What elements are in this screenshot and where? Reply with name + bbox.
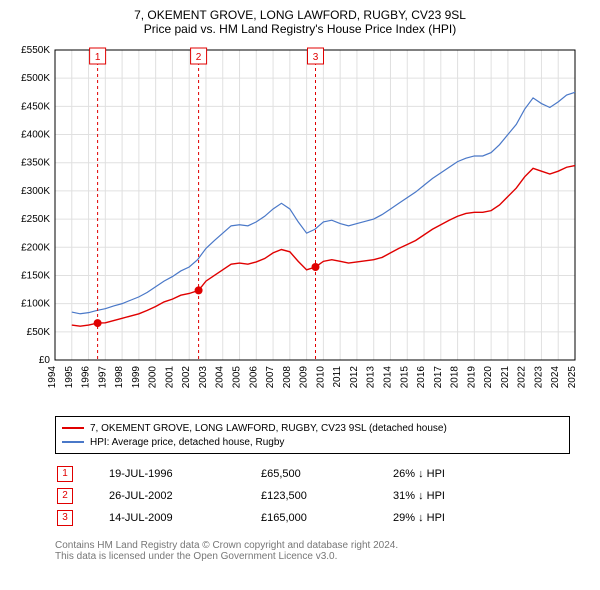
event-delta: 29% ↓ HPI [393, 508, 445, 528]
event-price: £165,000 [261, 508, 391, 528]
svg-text:2024: 2024 [550, 366, 561, 389]
svg-text:2009: 2009 [299, 366, 310, 389]
svg-text:2008: 2008 [282, 366, 293, 389]
svg-text:£200K: £200K [21, 242, 50, 253]
svg-text:£500K: £500K [21, 73, 50, 84]
event-badge: 2 [57, 488, 73, 504]
legend-row: 7, OKEMENT GROVE, LONG LAWFORD, RUGBY, C… [62, 421, 563, 435]
svg-text:£50K: £50K [27, 327, 51, 338]
svg-text:2020: 2020 [483, 366, 494, 389]
legend-label: HPI: Average price, detached house, Rugb… [90, 437, 284, 448]
title-line-2: Price paid vs. HM Land Registry's House … [0, 22, 600, 40]
event-date: 14-JUL-2009 [109, 508, 259, 528]
svg-text:1996: 1996 [81, 366, 92, 389]
chart: £0 £50K £100K £150K £200K £250K £300K £350K £400… [0, 40, 600, 410]
svg-text:2023: 2023 [533, 366, 544, 389]
event-price: £65,500 [261, 464, 391, 484]
svg-text:2012: 2012 [349, 366, 360, 389]
svg-text:2019: 2019 [466, 366, 477, 389]
svg-text:2007: 2007 [265, 366, 276, 389]
svg-text:1997: 1997 [97, 366, 108, 389]
event-badge: 1 [57, 466, 73, 482]
svg-text:1995: 1995 [64, 366, 75, 389]
footer-line-1: Contains HM Land Registry data © Crown c… [55, 540, 570, 551]
event-row: 1 19-JUL-1996£65,50026% ↓ HPI [57, 464, 445, 484]
svg-text:£0: £0 [39, 355, 51, 366]
svg-text:£150K: £150K [21, 270, 50, 281]
legend: 7, OKEMENT GROVE, LONG LAWFORD, RUGBY, C… [55, 416, 570, 454]
event-price: £123,500 [261, 486, 391, 506]
legend-row: HPI: Average price, detached house, Rugb… [62, 435, 563, 449]
svg-text:2016: 2016 [416, 366, 427, 389]
svg-text:1994: 1994 [47, 366, 58, 389]
event-delta: 26% ↓ HPI [393, 464, 445, 484]
legend-swatch [62, 441, 84, 443]
svg-text:2022: 2022 [517, 366, 528, 389]
svg-text:2002: 2002 [181, 366, 192, 389]
event-row: 2 26-JUL-2002£123,50031% ↓ HPI [57, 486, 445, 506]
svg-text:2010: 2010 [315, 366, 326, 389]
svg-text:2013: 2013 [366, 366, 377, 389]
svg-text:£550K: £550K [21, 45, 50, 56]
chart-svg: £0 £50K £100K £150K £200K £250K £300K £350K £400… [0, 40, 600, 410]
svg-text:2: 2 [196, 52, 202, 63]
footer-line-2: This data is licensed under the Open Gov… [55, 551, 570, 562]
legend-label: 7, OKEMENT GROVE, LONG LAWFORD, RUGBY, C… [90, 423, 447, 434]
svg-text:£300K: £300K [21, 186, 50, 197]
svg-text:2018: 2018 [450, 366, 461, 389]
legend-swatch [62, 427, 84, 429]
svg-text:£100K: £100K [21, 299, 50, 310]
svg-text:2014: 2014 [382, 366, 393, 389]
svg-text:2015: 2015 [399, 366, 410, 389]
titles: 7, OKEMENT GROVE, LONG LAWFORD, RUGBY, C… [0, 0, 600, 40]
event-delta: 31% ↓ HPI [393, 486, 445, 506]
svg-text:2004: 2004 [215, 366, 226, 389]
svg-text:1999: 1999 [131, 366, 142, 389]
event-table: 1 19-JUL-1996£65,50026% ↓ HPI 2 26-JUL-2002… [55, 462, 447, 530]
svg-text:2017: 2017 [433, 366, 444, 389]
svg-text:2005: 2005 [232, 366, 243, 389]
svg-text:£250K: £250K [21, 214, 50, 225]
svg-text:1: 1 [95, 52, 101, 63]
svg-text:2021: 2021 [500, 366, 511, 389]
svg-text:2025: 2025 [567, 366, 578, 389]
event-row: 3 14-JUL-2009£165,00029% ↓ HPI [57, 508, 445, 528]
svg-text:3: 3 [313, 52, 319, 63]
event-badge: 3 [57, 510, 73, 526]
svg-text:£350K: £350K [21, 158, 50, 169]
title-line-1: 7, OKEMENT GROVE, LONG LAWFORD, RUGBY, C… [0, 8, 600, 22]
svg-text:2003: 2003 [198, 366, 209, 389]
svg-text:2006: 2006 [248, 366, 259, 389]
event-date: 19-JUL-1996 [109, 464, 259, 484]
svg-text:2000: 2000 [148, 366, 159, 389]
svg-text:1998: 1998 [114, 366, 125, 389]
svg-text:£450K: £450K [21, 101, 50, 112]
event-date: 26-JUL-2002 [109, 486, 259, 506]
svg-text:2011: 2011 [332, 366, 343, 388]
footer: Contains HM Land Registry data © Crown c… [55, 540, 570, 562]
svg-text:2001: 2001 [164, 366, 175, 389]
figure-container: 7, OKEMENT GROVE, LONG LAWFORD, RUGBY, C… [0, 0, 600, 562]
svg-text:£400K: £400K [21, 130, 50, 141]
